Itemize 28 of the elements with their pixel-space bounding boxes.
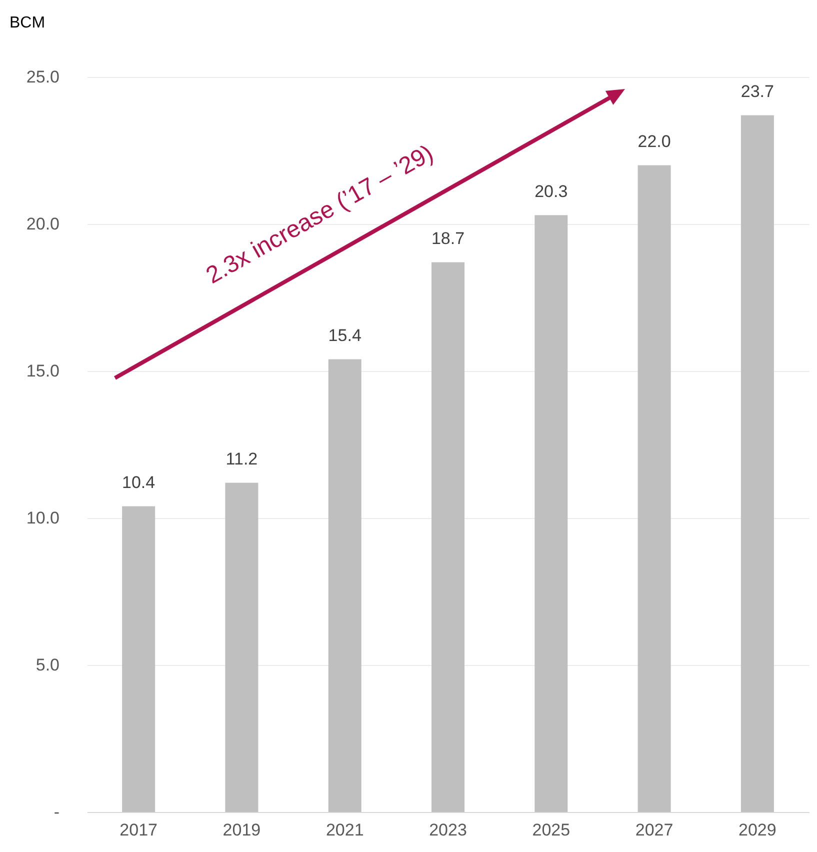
bar — [328, 359, 362, 812]
x-tick-label: 2023 — [429, 820, 467, 840]
bar — [431, 262, 465, 812]
y-tick-label: 5.0 — [36, 656, 60, 674]
y-tick-label: - — [54, 802, 60, 822]
bar — [225, 482, 258, 812]
x-tick-label: 2025 — [532, 820, 570, 840]
bar — [534, 215, 568, 812]
data-label: 11.2 — [226, 450, 258, 469]
bar — [740, 115, 774, 812]
x-tick-label: 2027 — [635, 820, 674, 840]
y-tick-label: 15.0 — [26, 362, 60, 380]
x-tick-label: 2017 — [120, 820, 158, 840]
y-tick-label: 20.0 — [26, 214, 60, 234]
data-label: 22.0 — [638, 132, 671, 152]
x-tick-label: 2021 — [326, 820, 364, 840]
y-axis-title: BCM — [10, 14, 46, 32]
y-tick-label: 10.0 — [26, 508, 60, 528]
data-label: 18.7 — [431, 229, 465, 248]
x-tick-label: 2019 — [222, 820, 261, 840]
data-label: 23.7 — [740, 82, 774, 102]
x-tick-label: 2029 — [738, 820, 776, 840]
data-label: 10.4 — [122, 473, 156, 492]
y-tick-label: 25.0 — [26, 68, 60, 86]
bar — [638, 165, 671, 812]
bar — [122, 506, 156, 812]
data-label: 15.4 — [328, 326, 362, 346]
data-label: 20.3 — [534, 182, 568, 202]
